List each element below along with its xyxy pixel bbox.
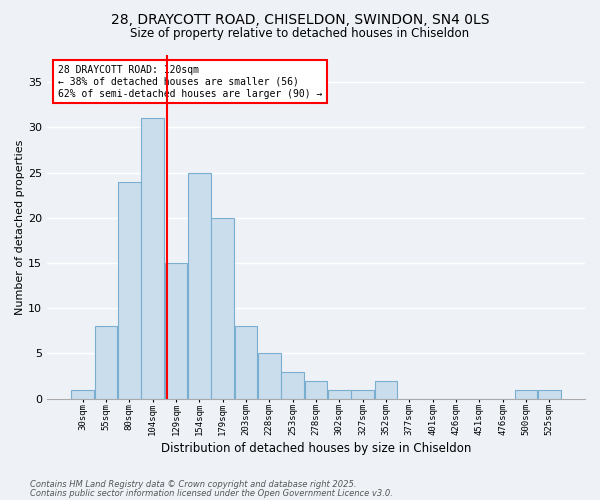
Bar — [538, 390, 560, 398]
Bar — [71, 390, 94, 398]
Text: Contains HM Land Registry data © Crown copyright and database right 2025.: Contains HM Land Registry data © Crown c… — [30, 480, 356, 489]
Bar — [305, 380, 327, 398]
Bar — [374, 380, 397, 398]
Y-axis label: Number of detached properties: Number of detached properties — [15, 139, 25, 314]
Bar — [281, 372, 304, 398]
Bar — [118, 182, 140, 398]
Bar — [141, 118, 164, 398]
Bar — [235, 326, 257, 398]
Bar — [515, 390, 537, 398]
Text: 28, DRAYCOTT ROAD, CHISELDON, SWINDON, SN4 0LS: 28, DRAYCOTT ROAD, CHISELDON, SWINDON, S… — [111, 12, 489, 26]
Bar — [188, 172, 211, 398]
Bar — [351, 390, 374, 398]
Bar — [95, 326, 117, 398]
Text: Contains public sector information licensed under the Open Government Licence v3: Contains public sector information licen… — [30, 488, 393, 498]
Bar — [164, 263, 187, 398]
Text: Size of property relative to detached houses in Chiseldon: Size of property relative to detached ho… — [130, 28, 470, 40]
X-axis label: Distribution of detached houses by size in Chiseldon: Distribution of detached houses by size … — [161, 442, 471, 455]
Bar — [258, 354, 281, 399]
Bar — [211, 218, 234, 398]
Text: 28 DRAYCOTT ROAD: 120sqm
← 38% of detached houses are smaller (56)
62% of semi-d: 28 DRAYCOTT ROAD: 120sqm ← 38% of detach… — [58, 66, 322, 98]
Bar — [328, 390, 350, 398]
